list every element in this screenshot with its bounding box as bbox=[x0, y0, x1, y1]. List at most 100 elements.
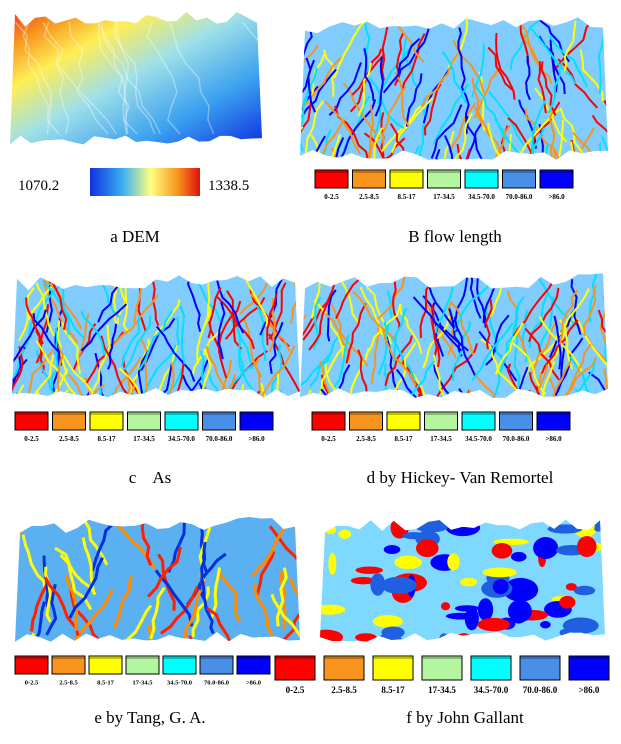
legend-swatch bbox=[165, 412, 198, 430]
legend-swatch bbox=[53, 412, 86, 430]
legend-swatch bbox=[126, 656, 159, 674]
colorbar-min: 1070.2 bbox=[18, 178, 59, 194]
flow-line bbox=[602, 137, 621, 189]
legend-swatch bbox=[353, 170, 386, 188]
legend-label: 70.0-86.0 bbox=[503, 435, 530, 443]
legend-label: 8.5-17 bbox=[97, 680, 115, 687]
blob bbox=[439, 633, 449, 646]
flow-line bbox=[8, 555, 17, 612]
caption: e by Tang, G. A. bbox=[94, 708, 205, 727]
legend-swatch bbox=[471, 656, 511, 680]
blob bbox=[559, 596, 575, 609]
legend-swatch bbox=[503, 170, 536, 188]
legend-label: >86.0 bbox=[248, 435, 265, 443]
blob bbox=[310, 630, 343, 645]
blob bbox=[384, 507, 400, 519]
legend-swatch bbox=[240, 412, 273, 430]
blob bbox=[493, 579, 509, 594]
blob bbox=[574, 586, 595, 595]
legend-swatch bbox=[324, 656, 364, 680]
blob bbox=[414, 518, 449, 532]
flow-line bbox=[576, 392, 618, 447]
flow-line bbox=[291, 396, 299, 454]
blob bbox=[566, 583, 577, 591]
legend-swatch bbox=[425, 412, 458, 430]
blob bbox=[560, 629, 570, 636]
legend-swatch bbox=[237, 656, 270, 674]
legend-label: >86.0 bbox=[579, 685, 600, 695]
legend-swatch bbox=[387, 412, 420, 430]
legend-swatch bbox=[537, 412, 570, 430]
legend-swatch bbox=[128, 412, 161, 430]
legend-label: 17-34.5 bbox=[430, 435, 452, 443]
legend-swatch bbox=[428, 170, 461, 188]
legend-label: 8.5-17 bbox=[397, 193, 416, 201]
blob bbox=[460, 578, 477, 587]
blob bbox=[384, 545, 401, 554]
legend-swatch bbox=[569, 656, 609, 680]
flow-line bbox=[533, 158, 557, 219]
legend-swatch bbox=[52, 656, 85, 674]
blob bbox=[441, 602, 450, 610]
legend-label: 8.5-17 bbox=[381, 685, 405, 695]
blob bbox=[402, 532, 426, 539]
flow-line bbox=[284, 28, 301, 85]
flow-line bbox=[299, 557, 325, 613]
legend-label: 70.0-86.0 bbox=[506, 193, 533, 201]
blob bbox=[548, 524, 583, 533]
legend-label: 2.5-8.5 bbox=[356, 435, 376, 443]
caption: B flow length bbox=[408, 227, 502, 246]
legend-swatch bbox=[15, 412, 48, 430]
blob bbox=[338, 530, 351, 539]
blob bbox=[508, 600, 532, 623]
blob bbox=[511, 552, 527, 562]
flow-line bbox=[293, 390, 311, 448]
figure: 1070.2 1338.5 a DEM B flow length c As d… bbox=[0, 0, 621, 744]
legend-label: 70.0-86.0 bbox=[206, 435, 233, 443]
legend-label: 34.5-70.0 bbox=[468, 193, 495, 201]
valley bbox=[261, 22, 302, 134]
legend-swatch bbox=[465, 170, 498, 188]
blob bbox=[408, 499, 430, 518]
legend-swatch bbox=[390, 170, 423, 188]
legend-swatch bbox=[520, 656, 560, 680]
terrain-map bbox=[0, 265, 323, 454]
terrain-base bbox=[15, 508, 300, 642]
legend-swatch bbox=[500, 412, 533, 430]
colorbar-max: 1338.5 bbox=[208, 178, 249, 194]
legend-swatch bbox=[422, 656, 462, 680]
legend-swatch bbox=[163, 656, 196, 674]
legend-label: 34.5-70.0 bbox=[474, 685, 509, 695]
caption: c As bbox=[129, 468, 172, 487]
legend-label: 70.0-86.0 bbox=[523, 685, 558, 695]
legend-label: 34.5-70.0 bbox=[465, 435, 492, 443]
legend-label: >86.0 bbox=[545, 435, 562, 443]
blob bbox=[446, 613, 476, 620]
flow-line bbox=[279, 127, 303, 178]
blob bbox=[478, 598, 493, 621]
legend-label: 2.5-8.5 bbox=[59, 435, 79, 443]
blob bbox=[328, 553, 336, 575]
legend-label: 0-2.5 bbox=[24, 435, 39, 443]
blob bbox=[381, 627, 404, 639]
blob bbox=[373, 615, 403, 628]
blob bbox=[463, 513, 471, 529]
legend-swatch bbox=[203, 412, 236, 430]
legend-label: 2.5-8.5 bbox=[331, 685, 357, 695]
legend-swatch bbox=[373, 656, 413, 680]
blob bbox=[381, 577, 417, 594]
blob bbox=[355, 633, 377, 641]
legend-label: >86.0 bbox=[246, 680, 261, 687]
legend-label: 17-34.5 bbox=[428, 685, 456, 695]
caption: d by Hickey- Van Remortel bbox=[367, 468, 554, 487]
blob bbox=[584, 513, 594, 535]
legend-label: 34.5-70.0 bbox=[168, 435, 195, 443]
blob bbox=[533, 537, 558, 559]
blob bbox=[356, 567, 383, 574]
blob bbox=[580, 501, 594, 518]
blob bbox=[577, 536, 597, 557]
blob bbox=[540, 621, 551, 628]
legend-label: 0-2.5 bbox=[324, 193, 339, 201]
caption: f by John Gallant bbox=[406, 708, 524, 727]
caption: a DEM bbox=[110, 227, 160, 246]
